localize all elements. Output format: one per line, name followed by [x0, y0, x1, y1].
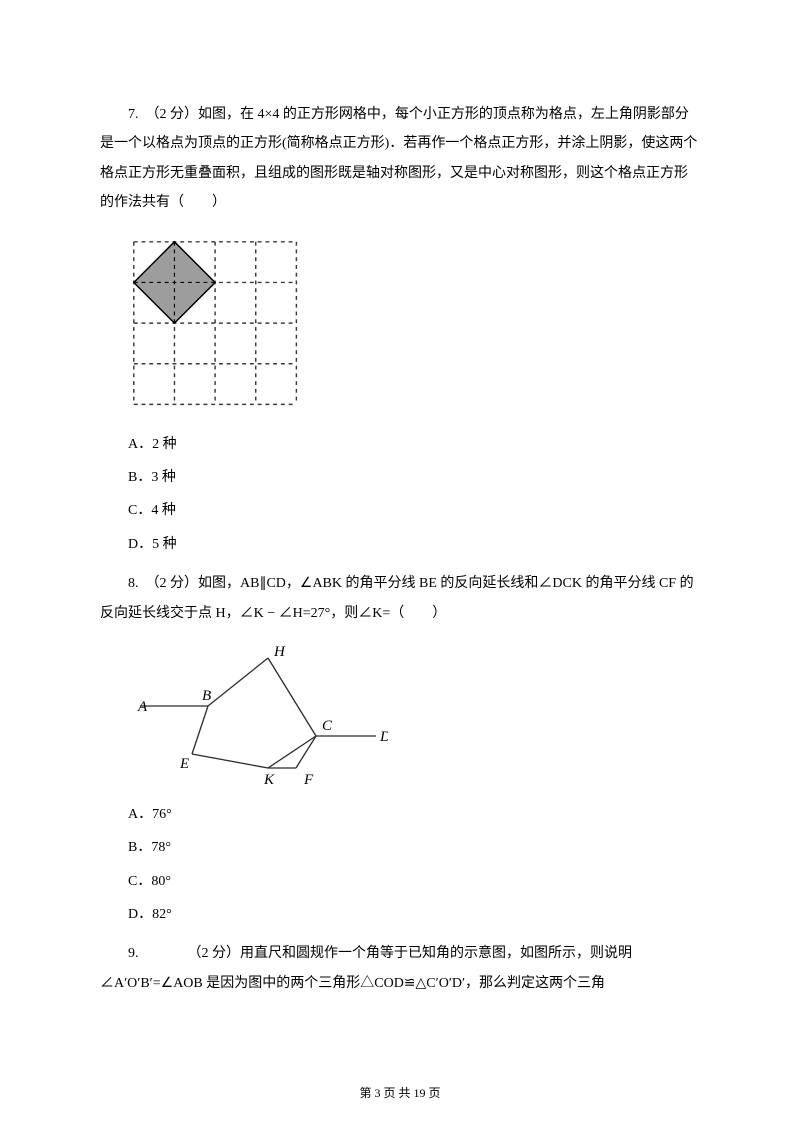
svg-text:F: F	[303, 772, 314, 786]
q8-option-c: C．80°	[100, 867, 700, 896]
q8-option-d: D．82°	[100, 900, 700, 929]
svg-text:E: E	[179, 756, 189, 772]
svg-text:D: D	[379, 729, 388, 745]
svg-text:A: A	[137, 699, 148, 715]
q8-figure: A B H C D E K F	[128, 646, 700, 786]
q9-text: 9. （2 分）用直尺和圆规作一个角等于已知角的示意图，如图所示，则说明∠A′O…	[100, 939, 700, 998]
q7-option-d: D．5 种	[100, 530, 700, 559]
q7-text: 7. （2 分）如图，在 4×4 的正方形网格中，每个小正方形的顶点称为格点，左…	[100, 100, 700, 218]
q7-figure	[128, 236, 700, 416]
svg-text:H: H	[273, 646, 286, 660]
page-footer: 第 3 页 共 19 页	[0, 1081, 800, 1106]
q8-option-a: A．76°	[100, 800, 700, 829]
q7-option-b: B．3 种	[100, 463, 700, 492]
q7-option-c: C．4 种	[100, 496, 700, 525]
svg-text:C: C	[322, 718, 333, 734]
q8-text: 8. （2 分）如图，AB∥CD，∠ABK 的角平分线 BE 的反向延长线和∠D…	[100, 569, 700, 628]
svg-text:K: K	[263, 772, 275, 786]
q7-option-a: A．2 种	[100, 430, 700, 459]
q8-option-b: B．78°	[100, 833, 700, 862]
svg-text:B: B	[202, 688, 211, 704]
